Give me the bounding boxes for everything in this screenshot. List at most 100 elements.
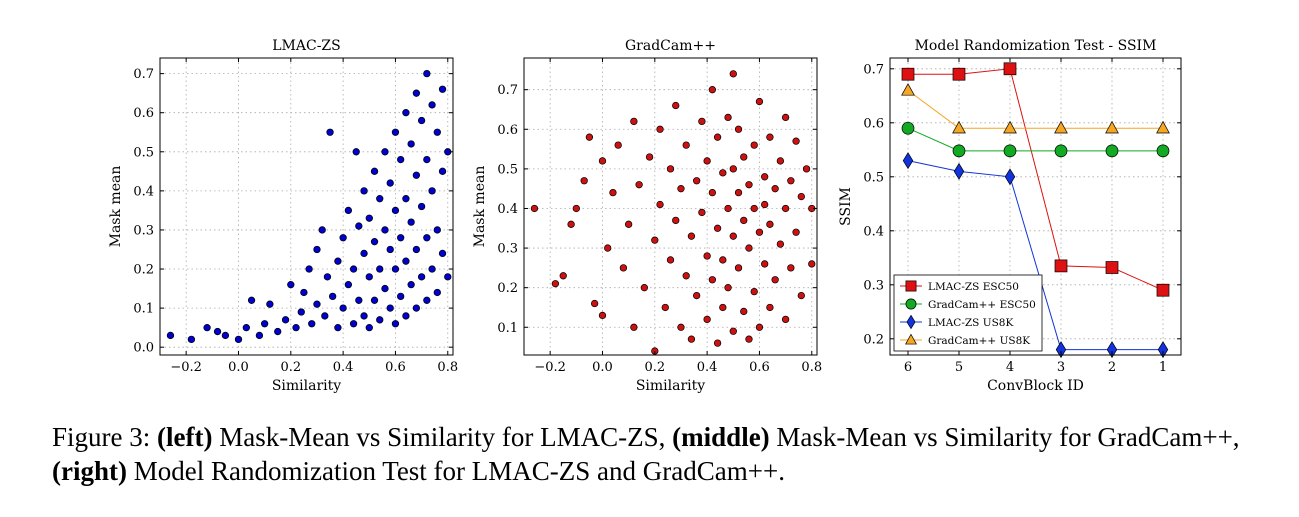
chart-title: GradCam++ — [625, 38, 716, 54]
scatter-point — [713, 133, 722, 141]
legend-marker — [905, 280, 917, 292]
scatter-point — [344, 281, 353, 289]
series-line-4 — [907, 89, 1163, 129]
series-1-marker — [1003, 62, 1017, 76]
scatter-point — [187, 335, 196, 344]
series-3-marker — [1106, 341, 1118, 359]
scatter-point — [370, 167, 379, 175]
scatter-point — [682, 272, 690, 280]
scatter-point — [755, 323, 764, 331]
series-3-marker — [1157, 341, 1169, 359]
x-tick-label: 0.0 — [228, 360, 249, 375]
x-tick-label: 6 — [904, 360, 912, 375]
series-2-marker — [952, 144, 966, 158]
scatter-point — [412, 89, 421, 97]
series-2-marker — [1054, 144, 1068, 158]
scatter-point — [370, 296, 379, 304]
scatter-point — [572, 204, 580, 213]
scatter-point — [761, 200, 769, 209]
scatter-point — [590, 299, 599, 308]
caption-left-text: Mask-Mean vs Similarity for LMAC-ZS, — [212, 422, 673, 452]
legend-label: LMAC-ZS US8K — [928, 317, 1013, 329]
scatter-point — [423, 234, 431, 242]
scatter-point — [247, 296, 256, 304]
scatter-point — [407, 281, 415, 289]
x-tick-label: 0.4 — [333, 360, 354, 375]
series-4-marker — [901, 83, 915, 96]
scatter-point — [407, 140, 415, 148]
legend-marker — [906, 314, 916, 330]
scatter-point — [433, 226, 441, 234]
scatter-point — [323, 273, 332, 281]
scatter-point — [318, 226, 326, 234]
scatter-point — [428, 265, 436, 273]
scatter-point — [438, 167, 447, 175]
scatter-point — [355, 296, 363, 304]
scatter-point — [274, 327, 282, 336]
legend-marker — [905, 298, 917, 310]
x-tick-label: 5 — [955, 360, 963, 375]
y-tick-label: 0.2 — [133, 263, 154, 278]
scatter-point — [781, 113, 790, 122]
scatter-point — [412, 171, 421, 179]
x-tick-label: −0.2 — [170, 360, 202, 375]
legend: LMAC-ZS ESC50 GradCam++ ESC50 LMAC-ZS US8K… — [893, 274, 1043, 352]
scatter-point — [365, 214, 373, 222]
scatter-point — [698, 208, 706, 217]
scatter-point — [630, 117, 638, 126]
scatter-point — [407, 218, 415, 226]
series-2-marker — [1003, 144, 1017, 158]
scatter-point — [349, 265, 358, 273]
y-tick-label: 0.7 — [133, 67, 154, 82]
caption-left-tag: (left) — [157, 422, 213, 452]
scatter-point — [771, 185, 779, 193]
scatter-point — [604, 244, 612, 252]
series-2-marker — [901, 121, 915, 135]
caption-middle-text: Mask-Mean vs Similarity for GradCam++, — [769, 422, 1240, 452]
scatter-point — [719, 169, 727, 177]
chart-title: LMAC-ZS — [272, 38, 341, 54]
scatter-point — [585, 133, 594, 141]
scatter-point — [326, 128, 334, 136]
scatter-point — [321, 312, 329, 320]
scatter-point — [792, 228, 800, 236]
scatter-point — [297, 308, 305, 316]
scatter-point — [771, 276, 779, 284]
scatter-point — [797, 192, 805, 201]
scatter-point — [433, 288, 441, 297]
scatter-point — [619, 264, 628, 272]
caption-prefix: Figure 3: — [52, 422, 157, 452]
scatter-point — [624, 220, 633, 228]
scatter-point — [334, 257, 342, 265]
scatter-point — [423, 155, 431, 164]
y-tick-label: 0.7 — [863, 62, 884, 77]
series-1-marker — [952, 67, 966, 81]
scatter-point — [755, 228, 764, 236]
x-tick-label: −0.2 — [534, 360, 566, 375]
scatter-point — [376, 195, 384, 203]
scatter-point — [645, 153, 654, 161]
scatter-point — [438, 85, 447, 93]
y-tick-label: 0.1 — [133, 302, 154, 317]
scatter-point — [687, 335, 696, 343]
y-tick-label: 0.6 — [497, 123, 518, 138]
scatter-point — [386, 304, 394, 312]
scatter-point — [802, 165, 811, 173]
series-3-marker — [902, 152, 914, 170]
scatter-point — [339, 304, 347, 312]
scatter-point — [334, 323, 342, 332]
scatter-point — [381, 284, 389, 293]
scatter-point — [308, 320, 316, 328]
caption-right-tag: (right) — [52, 456, 127, 486]
x-tick-label: 3 — [1057, 360, 1065, 375]
scatter-point — [203, 323, 211, 332]
scatter-point — [672, 216, 680, 225]
scatter-point — [221, 331, 230, 340]
scatter-point — [313, 245, 321, 254]
scatter-point — [530, 204, 539, 213]
scatter-point — [745, 335, 753, 343]
figure: −0.2 0.0 0.2 0.4 0.6 0.8 0.0 0.1 0.2 0.3 0.4 0.5 0.6… — [108, 38, 1182, 394]
scatter-point — [433, 128, 441, 136]
y-tick-label: 0.4 — [497, 202, 518, 217]
series-1-marker — [901, 67, 915, 81]
